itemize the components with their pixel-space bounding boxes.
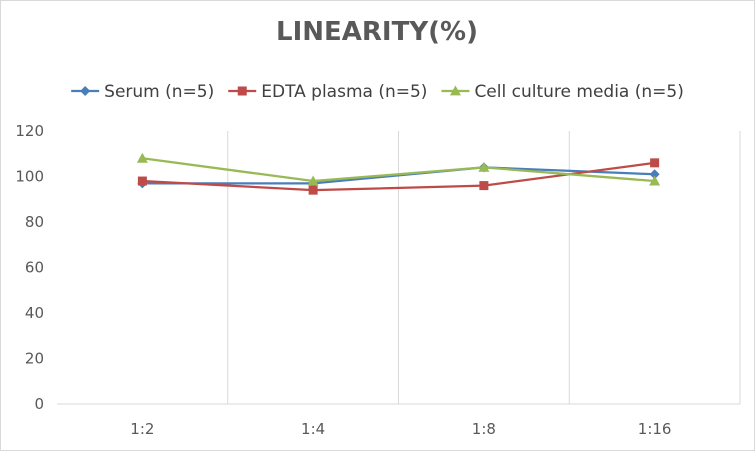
y-axis: 0 20 40 60 80 100 120	[15, 122, 44, 413]
data-point-square	[237, 86, 247, 96]
series-layer	[136, 152, 661, 195]
x-tick-label: 1:4	[301, 420, 325, 438]
data-point-diamond	[649, 169, 660, 180]
data-point-square	[479, 181, 489, 191]
y-tick-label: 100	[15, 168, 44, 186]
data-point-square	[308, 185, 318, 195]
data-point-triangle	[449, 85, 461, 96]
legend-item: Cell culture media (n=5)	[441, 82, 684, 102]
x-tick-label: 1:2	[130, 420, 154, 438]
data-point-triangle	[649, 175, 661, 186]
data-point-diamond	[80, 86, 91, 96]
y-tick-label: 20	[25, 350, 44, 368]
y-tick-label: 60	[25, 259, 44, 277]
legend-item: EDTA plasma (n=5)	[228, 82, 427, 102]
series-3	[136, 152, 661, 186]
data-point-triangle	[307, 175, 319, 186]
legend-label: Cell culture media (n=5)	[474, 82, 683, 102]
legend: Serum (n=5) EDTA plasma (n=5) Cell culture…	[71, 82, 684, 102]
data-point-square	[137, 176, 147, 186]
x-tick-label: 1:8	[472, 420, 496, 438]
data-point-triangle	[136, 152, 148, 163]
y-tick-label: 40	[25, 304, 44, 322]
y-tick-label: 120	[15, 122, 44, 140]
series-line	[142, 166, 655, 185]
y-tick-label: 80	[25, 213, 44, 231]
series-line	[142, 157, 655, 183]
legend-label: Serum (n=5)	[104, 82, 214, 102]
plot-grid	[57, 131, 741, 405]
legend-label: EDTA plasma (n=5)	[261, 82, 427, 102]
x-tick-label: 1:16	[638, 420, 672, 438]
data-point-square	[650, 158, 660, 168]
x-axis: 1:2 1:4 1:8 1:16	[130, 420, 671, 438]
legend-item: Serum (n=5)	[71, 82, 214, 102]
chart-title: LINEARITY(%)	[276, 17, 478, 47]
data-point-triangle	[478, 161, 490, 172]
y-tick-label: 0	[34, 395, 44, 413]
